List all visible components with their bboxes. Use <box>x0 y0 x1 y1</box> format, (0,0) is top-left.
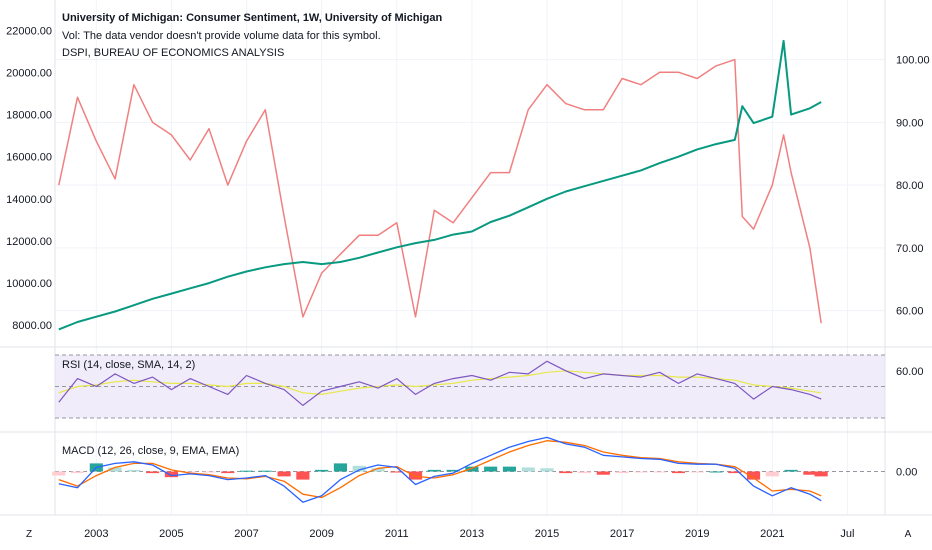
macd-hist-bar <box>52 471 66 476</box>
macd-hist-bar <box>746 471 761 480</box>
time-tick-2019: 2019 <box>685 528 709 540</box>
left-tick-20000.00: 20000.00 <box>6 68 52 80</box>
rsi-ma-line <box>58 370 822 395</box>
right-tick-70.00: 70.00 <box>896 243 924 255</box>
time-tick-2005: 2005 <box>159 528 183 540</box>
grid <box>55 0 885 515</box>
overlay-series-label: DSPI, BUREAU OF ECONOMICS ANALYSIS <box>62 47 285 59</box>
macd-hist-bar <box>221 471 235 474</box>
macd-hist-bar <box>521 467 535 472</box>
left-tick-22000.00: 22000.00 <box>6 25 52 37</box>
right-tick-60.00: 60.00 <box>896 306 924 318</box>
time-tick-2013: 2013 <box>460 528 484 540</box>
auto-scale-button[interactable]: A <box>904 529 912 540</box>
right-tick-90.00: 90.00 <box>896 117 924 129</box>
main-pane <box>58 39 822 331</box>
time-tick-2007: 2007 <box>234 528 258 540</box>
macd-hist-bar <box>502 466 517 472</box>
macd-hist-bar <box>577 471 592 474</box>
rsi-line <box>58 360 822 406</box>
left-tick-14000.00: 14000.00 <box>6 194 52 206</box>
macd-hist-bar <box>164 471 178 478</box>
macd-title: MACD (12, 26, close, 9, EMA, EMA) <box>62 445 240 457</box>
macd-hist-bar <box>484 466 498 472</box>
macd-hist-bar <box>352 465 366 472</box>
macd-hist-bar <box>634 471 648 473</box>
axes: 2003 2005 2007 2009 2011 2013 2015 2017 2019 2021… <box>6 25 930 540</box>
macd-hist-bar <box>408 471 423 480</box>
left-tick-18000.00: 18000.00 <box>6 110 52 122</box>
macd-hist-bar <box>728 471 742 474</box>
macd-hist-bar <box>239 470 254 472</box>
macd-hist-bar <box>277 471 291 477</box>
macd-hist-bar <box>653 471 667 473</box>
rsi-tick-60.00: 60.00 <box>896 366 924 378</box>
macd-hist-bar <box>803 471 817 475</box>
macd-hist-bar <box>127 469 141 472</box>
left-tick-10000.00: 10000.00 <box>6 278 52 290</box>
macd-hist-bar <box>765 471 779 477</box>
timezone-toggle-button[interactable]: Z <box>25 529 33 540</box>
macd-hist-bar <box>183 471 197 473</box>
rsi-title: RSI (14, close, SMA, 14, 2) <box>62 359 196 371</box>
left-tick-8000.00: 8000.00 <box>12 320 52 332</box>
chart-title: University of Michigan: Consumer Sentime… <box>62 12 443 24</box>
macd-hist-bar <box>427 469 441 472</box>
time-tick-2009: 2009 <box>309 528 333 540</box>
macd-hist-bar <box>596 471 610 475</box>
macd-hist-bar <box>709 471 723 473</box>
macd-hist-bar <box>371 468 385 472</box>
macd-hist-bar <box>540 468 554 472</box>
time-tick-Jul: Jul <box>840 528 854 540</box>
macd-hist-bar <box>296 471 310 480</box>
time-tick-2015: 2015 <box>535 528 559 540</box>
macd-hist-bar <box>559 471 573 474</box>
macd-hist-bar <box>146 471 160 474</box>
right-tick-80.00: 80.00 <box>896 180 924 192</box>
rsi-pane <box>55 354 885 419</box>
dspi-line <box>58 39 822 331</box>
macd-hist-bar <box>814 471 828 477</box>
macd-hist-bar <box>784 469 798 472</box>
macd-hist-bar <box>446 469 460 472</box>
macd-hist-bar <box>108 467 122 472</box>
macd-hist-bar <box>615 471 629 474</box>
macd-pane <box>52 436 885 503</box>
macd-line <box>58 436 822 503</box>
macd-hist-bar <box>690 471 704 473</box>
time-tick-2021: 2021 <box>760 528 784 540</box>
time-tick-2011: 2011 <box>385 528 409 540</box>
right-tick-100.00: 100.00 <box>896 55 930 67</box>
macd-hist-bar <box>333 463 348 472</box>
left-tick-12000.00: 12000.00 <box>6 236 52 248</box>
left-tick-16000.00: 16000.00 <box>6 152 52 164</box>
time-tick-2003: 2003 <box>84 528 108 540</box>
macd-hist-bar <box>390 471 404 473</box>
macd-hist-bar <box>70 471 85 474</box>
macd-tick-0.00: 0.00 <box>896 467 917 479</box>
macd-hist-bar <box>202 471 216 473</box>
signal-line <box>58 440 822 499</box>
macd-hist-bar <box>671 471 686 474</box>
sentiment-line <box>58 58 822 324</box>
macd-hist-bar <box>315 469 329 472</box>
volume-note: Vol: The data vendor doesn't provide vol… <box>62 30 381 42</box>
time-tick-2017: 2017 <box>610 528 634 540</box>
pane-dividers <box>0 0 932 516</box>
macd-hist-bar <box>465 466 479 472</box>
macd-hist-bar <box>258 470 272 472</box>
